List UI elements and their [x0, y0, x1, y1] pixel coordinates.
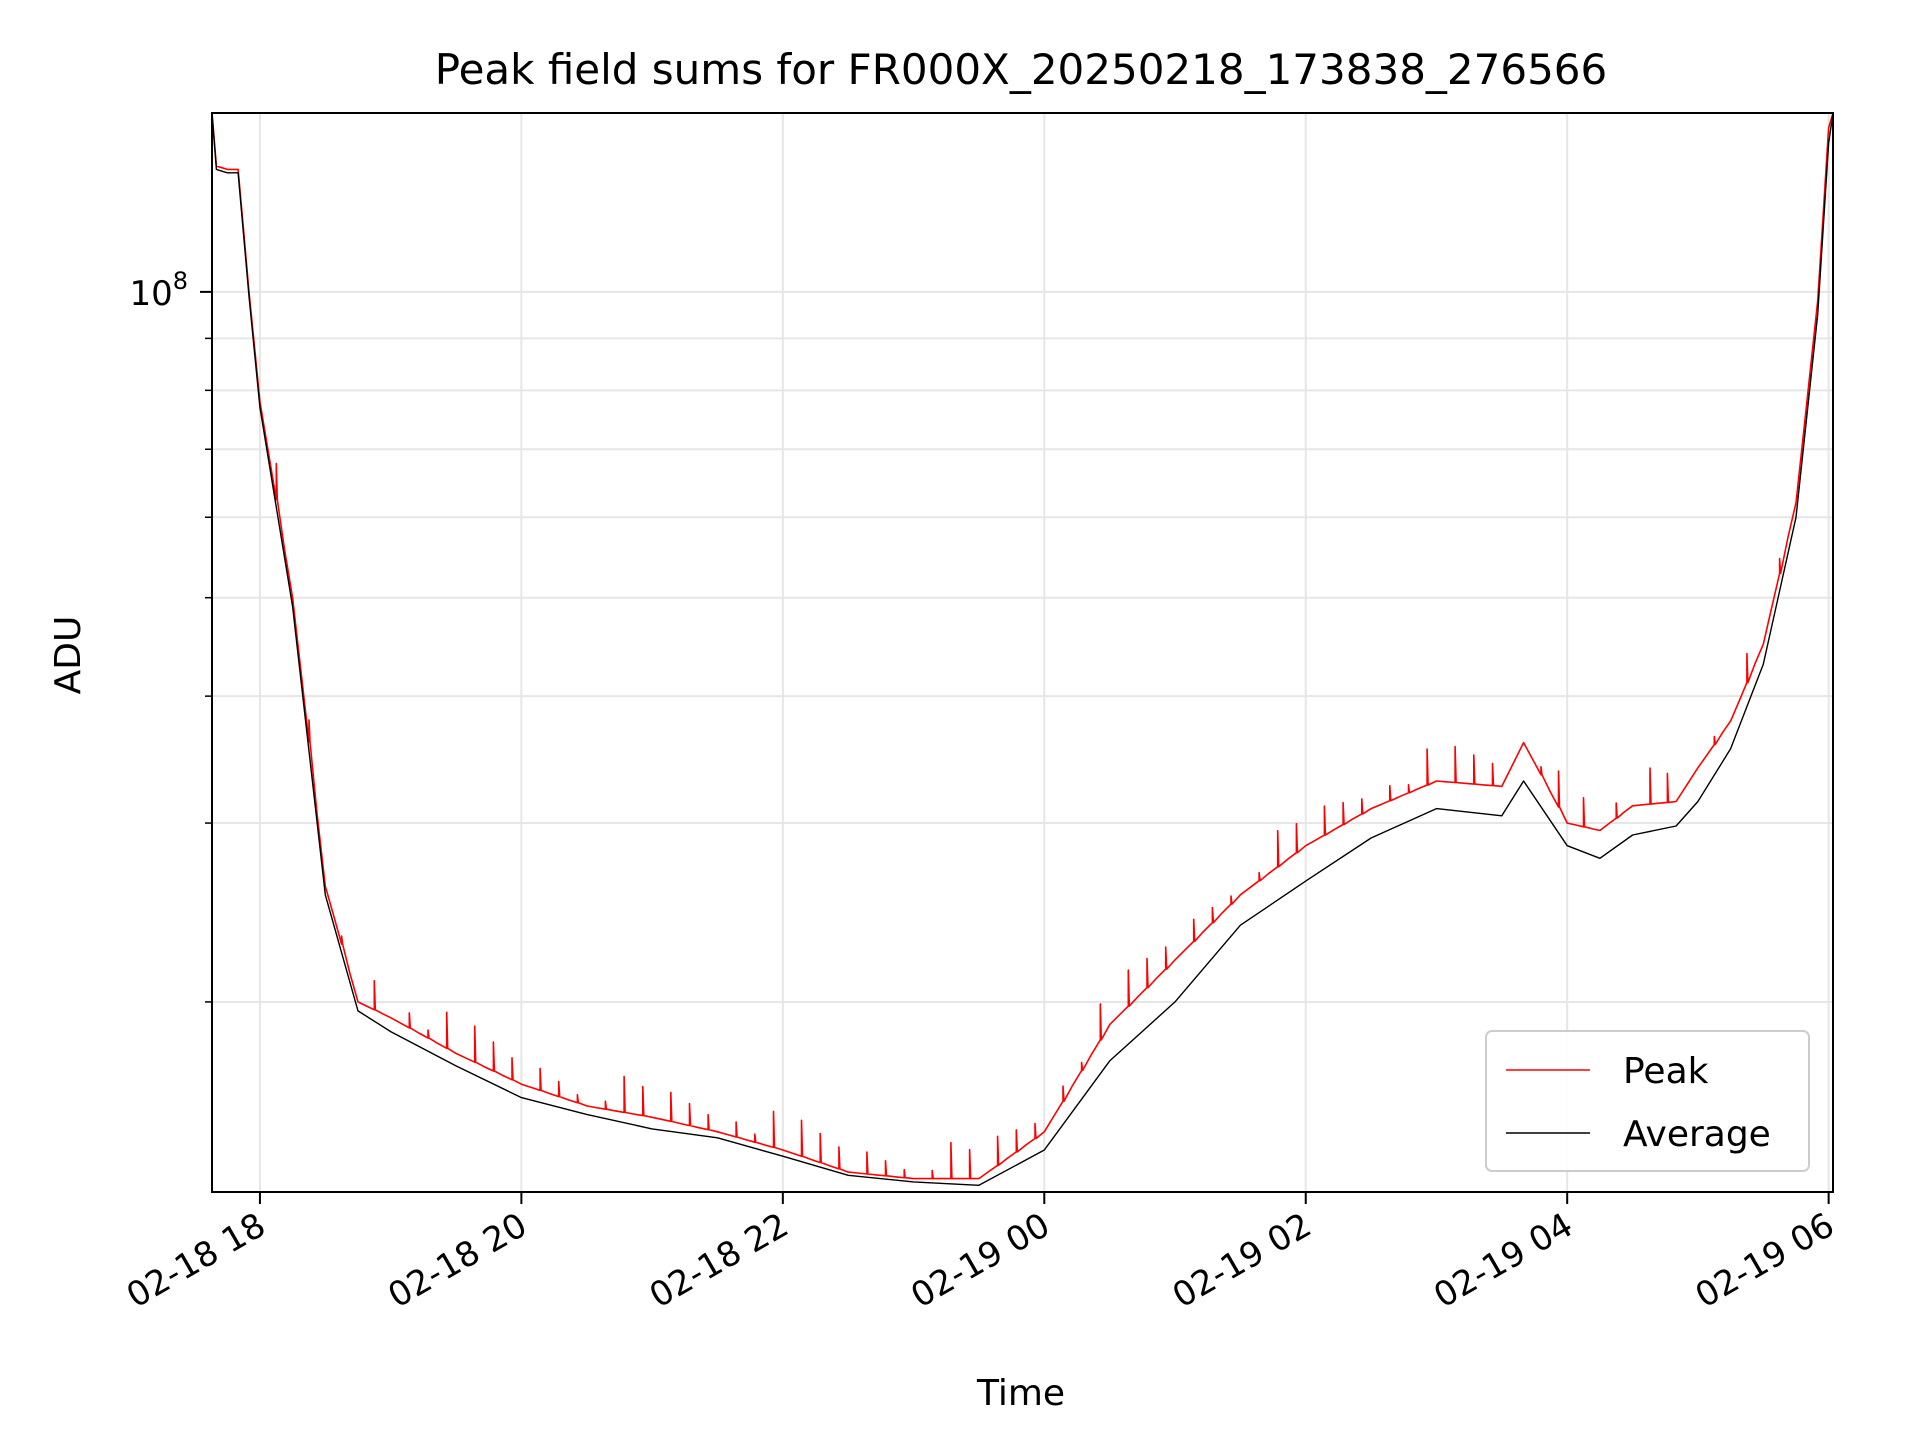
- legend-average-label: Average: [1623, 1114, 1771, 1155]
- y-axis-label: ADU: [48, 616, 89, 695]
- grid: [212, 113, 1833, 1192]
- legend-box: [1485, 1030, 1810, 1172]
- series-peak-line: [212, 113, 1833, 1180]
- legend-peak-label: Peak: [1623, 1051, 1709, 1092]
- plot-lines: [211, 112, 1834, 1186]
- chart-title: Peak field sums for FR000X_20250218_1738…: [435, 45, 1608, 94]
- x-axis-label: Time: [976, 1373, 1065, 1414]
- y-tick-label: 108: [129, 267, 188, 314]
- legend: Peak Average: [1485, 1030, 1810, 1172]
- plot-frame: [211, 112, 1834, 1193]
- series-average-line: [212, 113, 1833, 1186]
